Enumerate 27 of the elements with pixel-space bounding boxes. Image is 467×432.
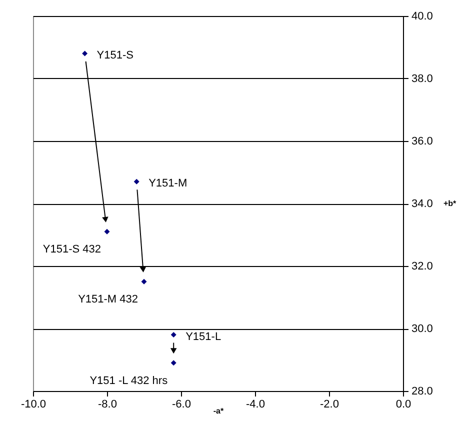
x-axis-title: -a* [213,406,224,416]
annotation: Y151-M 432 [78,294,138,306]
y-tick-label: 40.0 [412,10,433,22]
x-tick-label: 0.0 [396,398,412,410]
y-tick-label: 34.0 [412,198,433,210]
point [141,278,147,284]
y-tick-label: 32.0 [412,260,433,272]
annotation: Y151-L [186,330,222,343]
x-tick-label: -2.0 [320,398,339,410]
x-tick-label: -6.0 [172,398,191,410]
y-tick-label: 28.0 [412,386,433,398]
x-tick-label: -8.0 [98,398,117,410]
point [170,360,176,366]
annotation: Y151 -L 432 hrs [90,374,168,387]
y-axis-title: +b* [444,199,458,208]
x-tick-label: -4.0 [246,398,265,410]
y-tick-label: 36.0 [412,136,433,148]
annotation: Y151-S [96,50,134,62]
annotation: Y151-S 432 [42,244,101,256]
y-tick-label: 38.0 [412,73,433,85]
point [104,228,110,234]
point [134,178,140,184]
point [170,332,176,338]
y-tick-label: 30.0 [412,323,433,335]
point [82,50,88,56]
x-tick-label: -10.0 [20,398,46,410]
annotation: Y151-M [148,178,188,190]
